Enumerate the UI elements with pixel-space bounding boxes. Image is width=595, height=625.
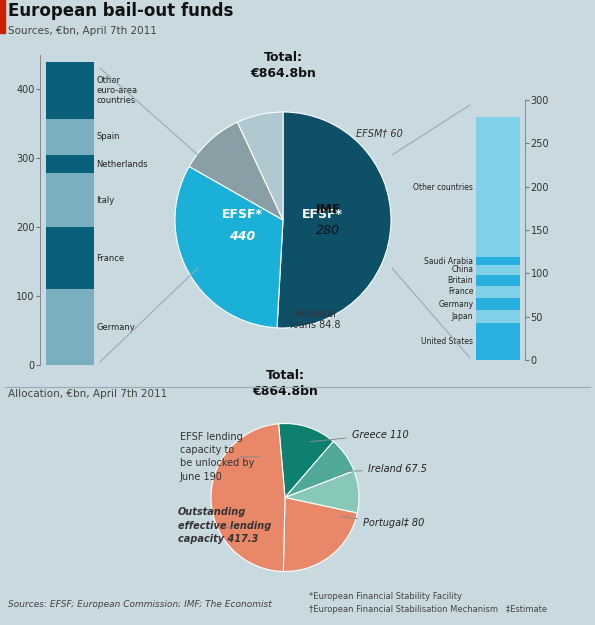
Wedge shape xyxy=(237,112,283,220)
Text: EFSM† 60: EFSM† 60 xyxy=(356,129,403,139)
Bar xyxy=(475,286,519,298)
Text: Germany: Germany xyxy=(438,299,473,309)
Text: Allocation, €bn, April 7th 2011: Allocation, €bn, April 7th 2011 xyxy=(8,389,167,399)
Text: Italy: Italy xyxy=(96,196,115,205)
Text: Sources, €bn, April 7th 2011: Sources, €bn, April 7th 2011 xyxy=(8,26,156,36)
Text: †European Financial Stabilisation Mechanism   ‡Estimate: †European Financial Stabilisation Mechan… xyxy=(309,605,547,614)
Text: Saudi Arabia: Saudi Arabia xyxy=(424,257,473,266)
Wedge shape xyxy=(189,122,283,220)
Text: Total:
€864.8bn: Total: €864.8bn xyxy=(252,369,318,398)
Text: Germany: Germany xyxy=(96,322,135,332)
Text: 280: 280 xyxy=(317,224,340,238)
Wedge shape xyxy=(211,424,285,571)
Bar xyxy=(46,155,94,174)
Text: Total:
€864.8bn: Total: €864.8bn xyxy=(250,51,316,79)
Bar xyxy=(475,310,519,323)
Bar xyxy=(46,289,94,365)
Text: EFSF lending
capacity to
be unlocked by
June 190: EFSF lending capacity to be unlocked by … xyxy=(180,432,254,482)
Wedge shape xyxy=(175,166,283,328)
Text: Spain: Spain xyxy=(96,132,120,141)
Bar xyxy=(475,118,519,258)
Bar xyxy=(475,323,519,360)
Wedge shape xyxy=(285,441,354,498)
Text: Outstanding
effective lending
capacity 417.3: Outstanding effective lending capacity 4… xyxy=(178,508,271,544)
Wedge shape xyxy=(278,424,333,498)
Text: Sources: EFSF; European Commission; IMF; The Economist: Sources: EFSF; European Commission; IMF;… xyxy=(8,600,271,609)
Text: EFSF*: EFSF* xyxy=(221,208,262,221)
Text: Ireland 67.5: Ireland 67.5 xyxy=(343,464,427,474)
Bar xyxy=(46,174,94,228)
Text: European bail-out funds: European bail-out funds xyxy=(8,2,233,20)
Text: France: France xyxy=(96,254,124,262)
Text: Other countries: Other countries xyxy=(414,182,473,192)
Bar xyxy=(46,228,94,289)
Wedge shape xyxy=(283,498,358,571)
Bar xyxy=(46,62,94,119)
Bar xyxy=(475,265,519,274)
Bar xyxy=(475,258,519,265)
Text: 440: 440 xyxy=(229,230,255,242)
Wedge shape xyxy=(285,471,359,513)
Text: China: China xyxy=(451,265,473,274)
Text: Bilateral
loans 84.8: Bilateral loans 84.8 xyxy=(290,309,341,330)
Text: Netherlands: Netherlands xyxy=(96,160,148,169)
Text: Japan: Japan xyxy=(452,312,473,321)
Text: France: France xyxy=(448,288,473,296)
Text: Other
euro-area
countries: Other euro-area countries xyxy=(96,76,137,106)
Text: *European Financial Stability Facility: *European Financial Stability Facility xyxy=(309,592,462,601)
Bar xyxy=(0,0,5,33)
Text: Portugal‡ 80: Portugal‡ 80 xyxy=(340,516,424,528)
Bar xyxy=(46,119,94,155)
Text: United States: United States xyxy=(421,337,473,346)
Text: Greece 110: Greece 110 xyxy=(310,429,408,442)
Text: Britain: Britain xyxy=(447,276,473,284)
Text: IMF: IMF xyxy=(316,202,341,216)
Wedge shape xyxy=(277,112,391,328)
Bar xyxy=(475,298,519,310)
Bar xyxy=(475,274,519,286)
Text: EFSF*: EFSF* xyxy=(302,208,343,221)
